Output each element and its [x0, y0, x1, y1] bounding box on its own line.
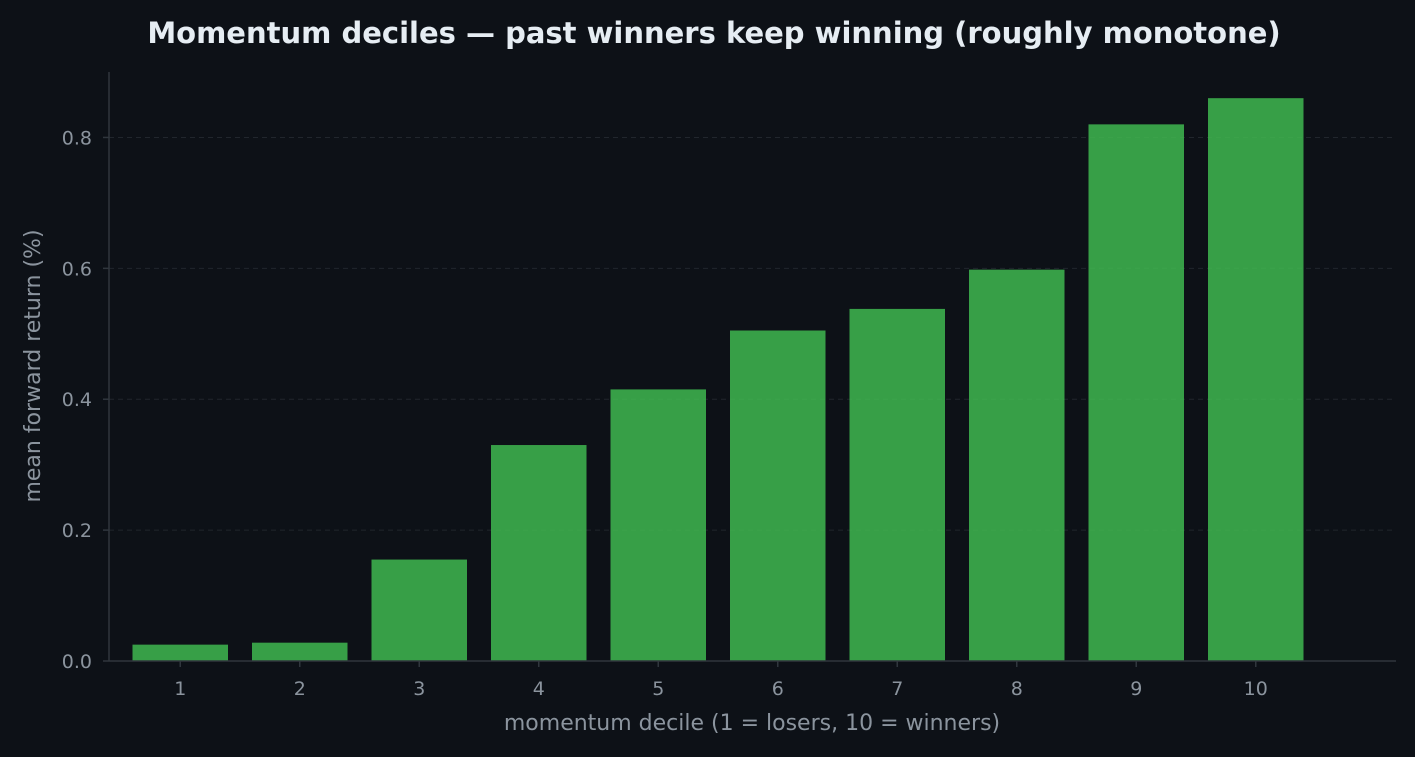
x-tick-label: 9 [1130, 678, 1142, 700]
y-tick-label: 0.0 [62, 651, 92, 673]
x-tick-label: 2 [294, 678, 306, 700]
y-tick-label: 0.8 [62, 127, 92, 149]
bar-decile-6 [730, 330, 826, 661]
y-axis-label: mean forward return (%) [21, 229, 46, 502]
y-tick-label: 0.4 [62, 389, 92, 411]
bar-decile-1 [132, 644, 228, 661]
x-tick-label: 1 [174, 678, 186, 700]
x-tick-label: 5 [652, 678, 664, 700]
bars [132, 98, 1304, 662]
bar-decile-4 [491, 445, 587, 661]
x-tick-label: 6 [772, 678, 784, 700]
y-tick-label: 0.2 [62, 520, 92, 542]
x-tick-label: 7 [891, 678, 903, 700]
x-tick-label: 8 [1011, 678, 1023, 700]
x-tick-label: 10 [1244, 678, 1268, 700]
chart-title: Momentum deciles — past winners keep win… [147, 16, 1280, 50]
axes [108, 72, 1396, 662]
y-tick-label: 0.6 [62, 258, 92, 280]
bar-decile-2 [252, 642, 348, 661]
bar-decile-10 [1208, 98, 1304, 661]
bar-decile-7 [849, 308, 945, 661]
x-ticks: 1 2 3 4 5 6 7 8 9 10 [174, 661, 1268, 700]
x-tick-label: 3 [413, 678, 425, 700]
bar-decile-3 [371, 559, 467, 661]
bar-decile-8 [969, 269, 1065, 661]
x-axis-label: momentum decile (1 = losers, 10 = winner… [504, 711, 1000, 736]
x-tick-label: 4 [533, 678, 545, 700]
bar-decile-9 [1088, 124, 1184, 662]
bar-decile-5 [610, 389, 706, 661]
y-ticks: 0.0 0.2 0.4 0.6 0.8 [62, 127, 109, 673]
